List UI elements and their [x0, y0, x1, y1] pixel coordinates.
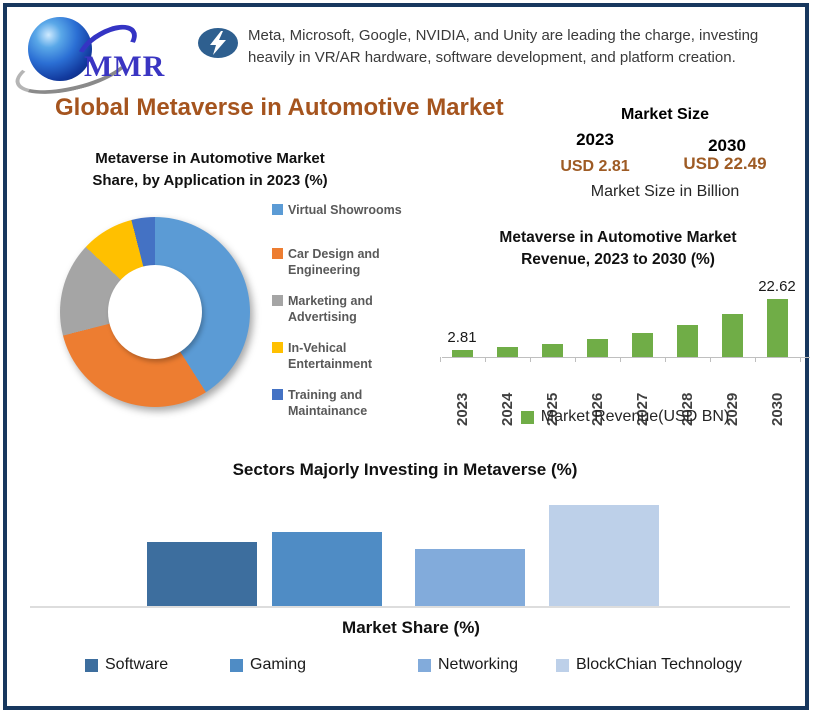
revenue-chart-title: Metaverse in Automotive Market Revenue, …	[458, 227, 778, 272]
pie-legend: Virtual Showrooms Car Design and Engineer…	[272, 197, 422, 432]
sector-bar	[272, 532, 382, 606]
revenue-title-line2: Revenue, 2023 to 2030 (%)	[521, 251, 715, 269]
pie-legend-item: Training and Maintainance	[272, 387, 412, 420]
revenue-tick	[485, 357, 486, 362]
market-size-value-2030: USD 22.49	[683, 154, 767, 173]
sector-legend-swatch	[230, 658, 243, 672]
revenue-tick	[620, 357, 621, 362]
sectors-legend: Software Gaming Networking BlockChian Techn…	[0, 656, 822, 678]
revenue-tick	[575, 357, 576, 362]
sector-legend-item: Networking	[418, 656, 518, 674]
sectors-x-axis	[30, 606, 790, 608]
pie-legend-label: In-Vehical Entertainment	[288, 341, 373, 372]
pie-legend-swatch	[272, 248, 283, 259]
lightning-bolt-icon	[197, 27, 239, 59]
pie-legend-label: Virtual Showrooms	[288, 203, 402, 217]
revenue-tick	[755, 357, 756, 362]
sector-legend-item: BlockChian Technology	[556, 656, 742, 674]
pie-legend-swatch	[272, 204, 283, 215]
revenue-tick	[800, 357, 801, 362]
donut-hole	[108, 265, 202, 359]
revenue-plot-area	[440, 297, 810, 357]
revenue-bar	[722, 313, 743, 357]
sector-legend-label: BlockChian Technology	[576, 656, 743, 673]
sector-bar	[415, 549, 525, 606]
pie-title-line1: Metaverse in Automotive Market	[95, 150, 325, 167]
sectors-plot-area	[30, 496, 790, 606]
pie-legend-item: Car Design and Engineering	[272, 246, 412, 279]
revenue-tick	[440, 357, 441, 362]
revenue-bar	[632, 333, 653, 357]
revenue-axis-ticks	[440, 357, 810, 362]
revenue-legend-label: Market Revenue(USD BN)	[540, 408, 730, 425]
sector-bar	[147, 542, 257, 606]
logo-text: MMR	[84, 50, 166, 83]
page-title: Global Metaverse in Automotive Market	[55, 94, 504, 121]
pie-legend-label: Training and Maintainance	[288, 388, 368, 419]
market-size-caption: Market Size in Billion	[590, 183, 740, 200]
market-size-heading: Market Size	[620, 106, 710, 123]
revenue-tick	[530, 357, 531, 362]
sector-legend-item: Software	[85, 656, 168, 674]
donut-chart	[60, 217, 250, 407]
revenue-bar	[677, 325, 698, 357]
revenue-data-label: 22.62	[758, 278, 796, 295]
pie-legend-item: Virtual Showrooms	[272, 202, 412, 218]
revenue-bar	[767, 299, 788, 357]
sector-legend-label: Gaming	[250, 656, 307, 673]
mmr-logo: MMR	[10, 12, 198, 104]
pie-legend-label: Marketing and Advertising	[288, 294, 373, 325]
pie-legend-swatch	[272, 389, 283, 400]
revenue-bar	[587, 339, 608, 357]
revenue-tick	[710, 357, 711, 362]
sector-legend-item: Gaming	[230, 656, 306, 674]
sector-legend-swatch	[418, 658, 431, 672]
pie-title-line2: Share, by Application in 2023 (%)	[92, 171, 328, 189]
revenue-bar	[497, 347, 518, 357]
market-size-year-2023: 2023	[576, 130, 614, 149]
page-border	[3, 3, 809, 710]
revenue-bar	[542, 343, 563, 357]
sectors-xaxis-label: Market Share (%)	[342, 618, 480, 637]
sector-legend-swatch	[556, 658, 569, 672]
callout-text: Meta, Microsoft, Google, NVIDIA, and Uni…	[248, 27, 759, 66]
pie-legend-label: Car Design and Engineering	[288, 247, 380, 278]
market-size-year-2030: 2030	[708, 136, 746, 155]
revenue-title-line1: Metaverse in Automotive Market	[499, 229, 737, 246]
sectors-chart-title: Sectors Majorly Investing in Metaverse (…	[232, 460, 578, 479]
pie-legend-swatch	[272, 295, 283, 306]
sector-legend-swatch	[85, 658, 98, 672]
revenue-legend: Market Revenue(USD BN)	[440, 408, 810, 426]
market-size-value-2023: USD 2.81	[560, 158, 630, 175]
pie-legend-swatch	[272, 342, 283, 353]
globe-icon	[28, 17, 92, 81]
revenue-data-label: 2.81	[447, 328, 477, 346]
revenue-bar	[452, 349, 473, 357]
revenue-tick	[665, 357, 666, 362]
sector-legend-label: Software	[105, 656, 169, 673]
sector-bar	[549, 505, 659, 606]
revenue-legend-swatch	[520, 410, 534, 424]
revenue-x-axis	[442, 357, 810, 358]
pie-legend-item: In-Vehical Entertainment	[272, 340, 412, 373]
pie-legend-item: Marketing and Advertising	[272, 293, 412, 326]
pie-chart-title: Metaverse in Automotive Market Share, by…	[60, 148, 360, 192]
sector-legend-label: Networking	[438, 656, 519, 673]
